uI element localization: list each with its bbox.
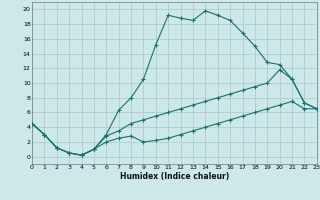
X-axis label: Humidex (Indice chaleur): Humidex (Indice chaleur) [120, 172, 229, 181]
